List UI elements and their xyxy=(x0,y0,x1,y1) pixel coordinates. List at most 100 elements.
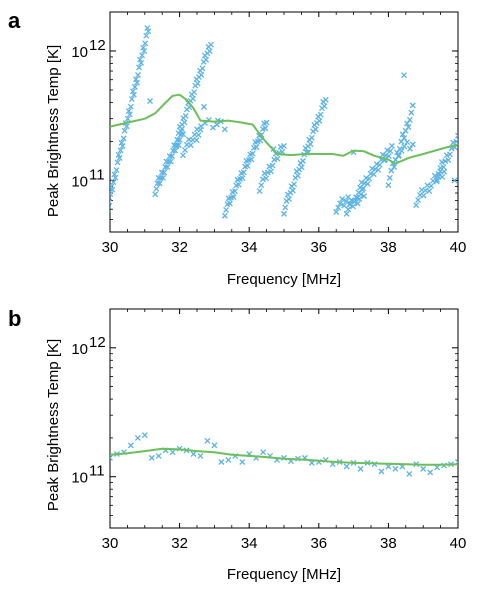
data-point xyxy=(118,139,125,146)
data-point xyxy=(433,178,440,185)
data-point xyxy=(268,168,274,175)
data-point xyxy=(115,151,122,158)
data-point xyxy=(387,147,394,154)
y-tick-label-exponent: 11 xyxy=(89,166,105,183)
data-point xyxy=(138,60,145,66)
data-point xyxy=(193,137,200,144)
data-point xyxy=(195,131,202,138)
data-point xyxy=(161,169,168,176)
data-point xyxy=(163,158,170,165)
y-tick-label: 10 xyxy=(71,173,88,190)
data-point xyxy=(173,143,180,150)
data-point xyxy=(129,88,136,95)
data-point xyxy=(225,456,232,463)
data-point xyxy=(169,449,176,456)
data-point xyxy=(230,194,237,200)
data-point xyxy=(125,108,132,115)
data-point xyxy=(420,465,427,472)
data-point xyxy=(406,116,413,123)
data-point xyxy=(140,44,147,51)
data-point xyxy=(181,119,188,126)
data-point xyxy=(121,127,128,134)
data-point xyxy=(180,152,187,159)
data-point xyxy=(127,442,134,449)
data-point xyxy=(321,103,328,110)
data-point xyxy=(204,437,211,444)
data-point xyxy=(145,28,152,35)
data-point xyxy=(447,151,453,158)
data-point xyxy=(434,176,441,183)
data-point xyxy=(364,180,371,187)
data-point xyxy=(144,25,151,32)
data-point xyxy=(409,141,416,148)
x-tick-label: 36 xyxy=(310,239,327,256)
data-point xyxy=(350,203,356,210)
data-point xyxy=(153,185,160,192)
data-point xyxy=(239,175,246,182)
data-point xyxy=(316,118,323,124)
data-point xyxy=(407,145,413,152)
data-point xyxy=(158,169,165,176)
data-point xyxy=(156,180,163,187)
data-point xyxy=(141,432,148,439)
data-point xyxy=(339,196,346,203)
data-point xyxy=(187,142,194,149)
y-tick-label: 10 xyxy=(71,341,88,358)
x-axis-label-b: Frequency [MHz] xyxy=(227,566,341,583)
data-point xyxy=(286,196,293,203)
data-point xyxy=(142,40,149,47)
data-point xyxy=(235,181,242,188)
data-point xyxy=(401,143,408,150)
panel-letter-a: a xyxy=(8,8,21,33)
data-layer xyxy=(110,25,458,219)
data-point xyxy=(197,452,204,459)
data-point xyxy=(269,162,276,169)
x-tick-label: 40 xyxy=(450,239,467,256)
data-point xyxy=(110,198,113,205)
data-point xyxy=(155,174,162,181)
data-point xyxy=(166,153,173,160)
data-point xyxy=(249,150,256,157)
data-point xyxy=(141,47,148,54)
data-point xyxy=(317,111,324,118)
data-point xyxy=(223,207,230,213)
data-point xyxy=(401,72,408,79)
data-point xyxy=(114,159,121,166)
data-point xyxy=(172,147,179,154)
x-tick-label: 40 xyxy=(450,535,467,552)
data-point xyxy=(376,161,383,168)
data-point xyxy=(177,128,184,134)
data-point xyxy=(112,174,119,181)
data-point xyxy=(262,125,269,132)
data-point xyxy=(211,442,218,449)
data-point xyxy=(133,76,139,83)
data-point xyxy=(110,186,116,193)
data-point xyxy=(445,157,452,164)
data-point xyxy=(160,174,166,181)
data-point xyxy=(298,164,305,171)
data-point xyxy=(308,134,315,141)
data-point xyxy=(155,452,162,459)
data-point xyxy=(345,206,352,213)
x-tick-label: 38 xyxy=(380,239,397,256)
data-point xyxy=(232,188,238,195)
data-point xyxy=(415,197,422,204)
data-point xyxy=(207,41,214,48)
data-point xyxy=(343,210,350,217)
data-point xyxy=(360,185,367,192)
data-point xyxy=(162,164,169,171)
data-point xyxy=(401,135,408,141)
data-point xyxy=(408,109,415,116)
data-point xyxy=(388,142,395,149)
y-axis-label-a: Peak Brightness Temp [K] xyxy=(45,45,62,217)
data-point xyxy=(174,136,181,143)
data-layer xyxy=(110,432,458,477)
data-point xyxy=(291,181,298,188)
data-point xyxy=(406,471,413,477)
y-tick-label: 10 xyxy=(71,44,88,61)
data-point xyxy=(333,209,340,215)
x-tick-label: 32 xyxy=(171,535,188,552)
y-tick-label: 10 xyxy=(71,470,88,487)
